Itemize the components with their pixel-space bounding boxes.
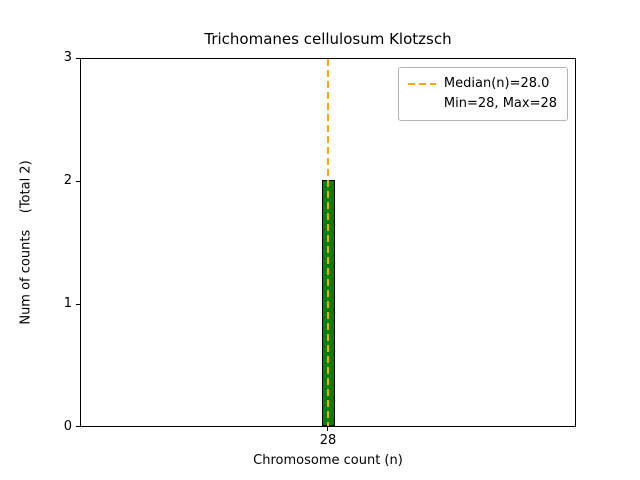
y-tick-mark (76, 304, 80, 305)
plot-area: Median(n)=28.0 Min=28, Max=28 (80, 58, 576, 427)
y-tick-label-2: 2 (63, 173, 72, 188)
y-tick-label-0: 0 (63, 419, 72, 434)
legend-label-median: Median(n)=28.0 (443, 76, 550, 91)
legend-blank-handle (408, 103, 436, 105)
legend-label-minmax: Min=28, Max=28 (443, 96, 557, 111)
x-tick-label-28: 28 (319, 433, 337, 448)
median-line-legend-icon (407, 83, 436, 85)
y-tick-label-3: 3 (63, 50, 72, 65)
legend-row-median: Median(n)=28.0 (407, 74, 557, 94)
y-tick-mark (76, 58, 80, 59)
legend: Median(n)=28.0 Min=28, Max=28 (397, 67, 568, 121)
x-tick-mark (327, 427, 328, 431)
y-tick-mark (76, 181, 80, 182)
y-axis-label: Num of counts (Total 2) (18, 160, 34, 325)
legend-row-minmax: Min=28, Max=28 (408, 94, 557, 114)
median-line (327, 59, 329, 426)
chart-title: Trichomanes cellulosum Klotzsch (204, 30, 452, 48)
y-tick-label-1: 1 (63, 296, 72, 311)
x-axis-label: Chromosome count (n) (253, 453, 403, 468)
y-tick-mark (76, 426, 80, 427)
